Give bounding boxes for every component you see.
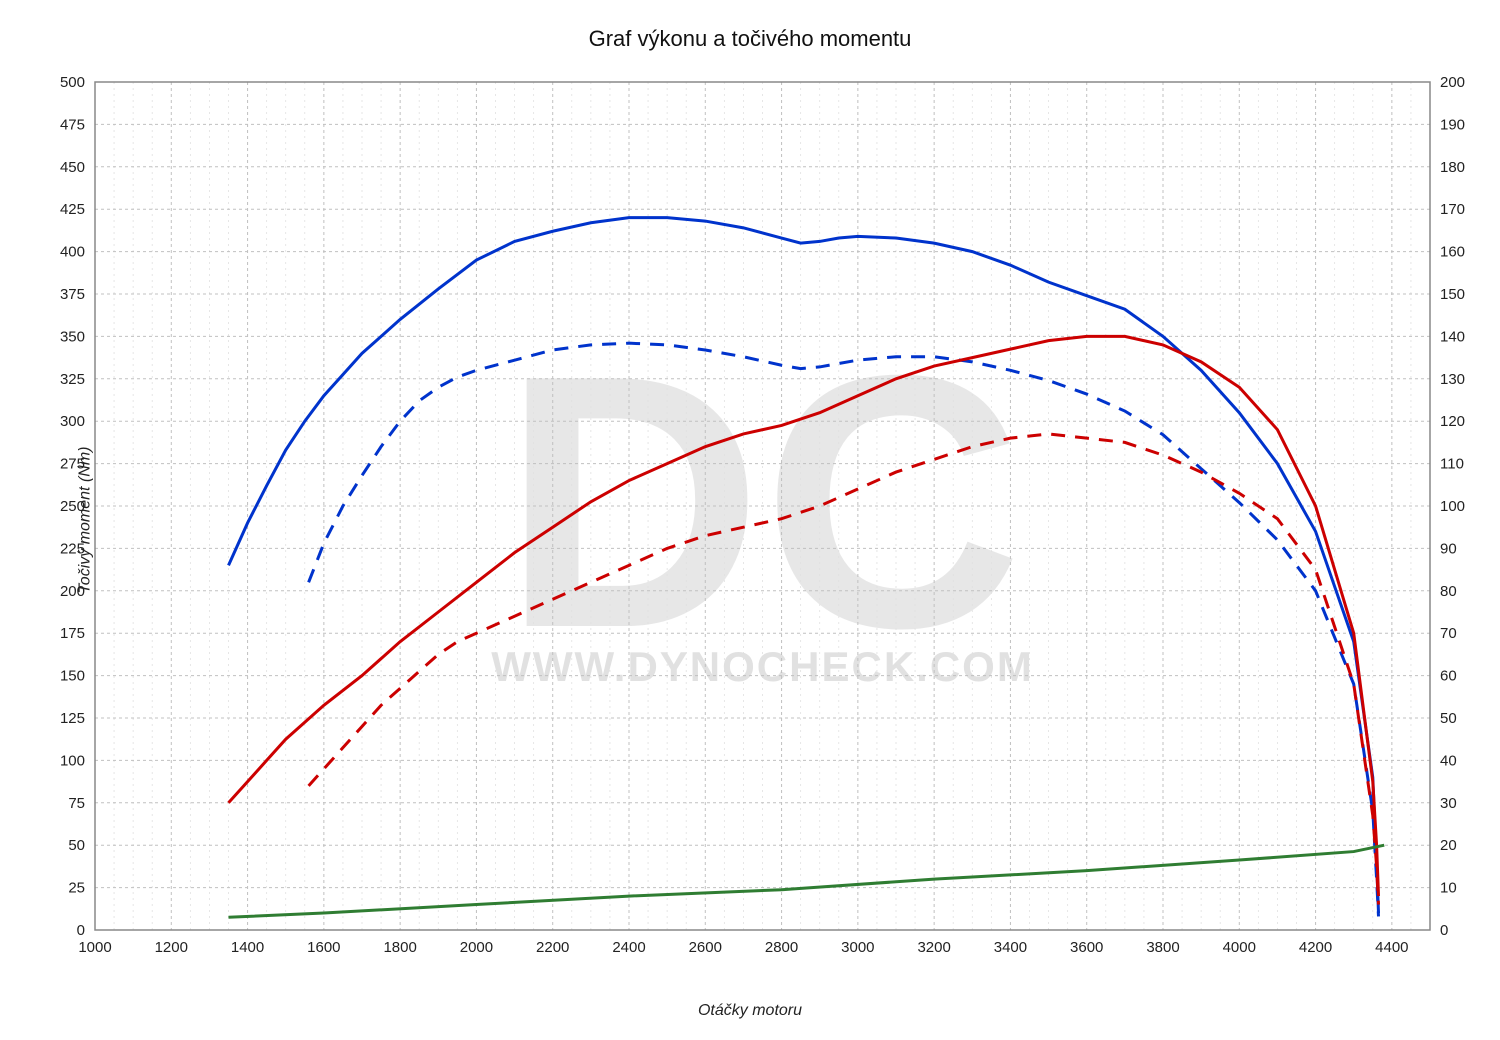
y-right-tick-label: 150 <box>1440 286 1465 303</box>
y-right-tick-label: 130 <box>1440 371 1465 388</box>
x-tick-label: 1000 <box>78 939 111 956</box>
x-tick-label: 4000 <box>1223 939 1256 956</box>
y-right-tick-label: 90 <box>1440 540 1457 557</box>
x-tick-label: 3000 <box>841 939 874 956</box>
y-right-tick-label: 10 <box>1440 880 1457 897</box>
x-tick-label: 1400 <box>231 939 264 956</box>
y-right-tick-label: 110 <box>1440 456 1464 473</box>
y-left-tick-label: 400 <box>60 244 85 261</box>
x-tick-label: 4200 <box>1299 939 1332 956</box>
y-right-tick-label: 120 <box>1440 413 1465 430</box>
x-tick-label: 2200 <box>536 939 569 956</box>
dyno-chart: DCWWW.DYNOCHECK.COM100012001400160018002… <box>0 0 1500 1040</box>
y-left-tick-label: 500 <box>60 74 85 91</box>
y-left-tick-label: 375 <box>60 286 85 303</box>
y-left-tick-label: 125 <box>60 710 85 727</box>
y-right-tick-label: 80 <box>1440 583 1457 600</box>
y-right-tick-label: 30 <box>1440 795 1457 812</box>
y-left-tick-label: 175 <box>60 625 85 642</box>
y-right-tick-label: 0 <box>1440 922 1448 939</box>
y-right-tick-label: 40 <box>1440 752 1457 769</box>
x-tick-label: 3800 <box>1146 939 1179 956</box>
y-right-tick-label: 190 <box>1440 116 1465 133</box>
x-tick-label: 2400 <box>612 939 645 956</box>
y-left-tick-label: 300 <box>60 413 85 430</box>
y-left-tick-label: 425 <box>60 201 85 218</box>
y-left-tick-label: 350 <box>60 328 85 345</box>
y-left-tick-label: 325 <box>60 371 85 388</box>
x-tick-label: 1200 <box>155 939 188 956</box>
y-right-tick-label: 140 <box>1440 328 1465 345</box>
y-right-tick-label: 170 <box>1440 201 1465 218</box>
y-left-tick-label: 25 <box>68 880 85 897</box>
x-tick-label: 3600 <box>1070 939 1103 956</box>
y-left-tick-label: 75 <box>68 795 85 812</box>
x-tick-label: 3200 <box>917 939 950 956</box>
y-left-tick-label: 150 <box>60 668 85 685</box>
x-tick-label: 2600 <box>689 939 722 956</box>
y-right-tick-label: 100 <box>1440 498 1465 515</box>
y-left-tick-label: 200 <box>60 583 85 600</box>
y-left-tick-label: 275 <box>60 456 85 473</box>
y-left-tick-label: 100 <box>60 752 85 769</box>
x-tick-label: 4400 <box>1375 939 1408 956</box>
y-right-tick-label: 180 <box>1440 159 1465 176</box>
y-left-tick-label: 250 <box>60 498 85 515</box>
y-right-tick-label: 70 <box>1440 625 1457 642</box>
y-right-tick-label: 60 <box>1440 668 1457 685</box>
x-tick-label: 1600 <box>307 939 340 956</box>
x-tick-label: 3400 <box>994 939 1027 956</box>
y-left-tick-label: 475 <box>60 116 85 133</box>
y-right-tick-label: 160 <box>1440 244 1465 261</box>
y-left-tick-label: 225 <box>60 540 85 557</box>
y-right-tick-label: 20 <box>1440 837 1457 854</box>
x-tick-label: 2800 <box>765 939 798 956</box>
y-right-tick-label: 200 <box>1440 74 1465 91</box>
y-right-tick-label: 50 <box>1440 710 1457 727</box>
y-left-tick-label: 50 <box>68 837 85 854</box>
y-left-tick-label: 0 <box>77 922 85 939</box>
x-tick-label: 1800 <box>383 939 416 956</box>
y-left-tick-label: 450 <box>60 159 85 176</box>
x-tick-label: 2000 <box>460 939 493 956</box>
